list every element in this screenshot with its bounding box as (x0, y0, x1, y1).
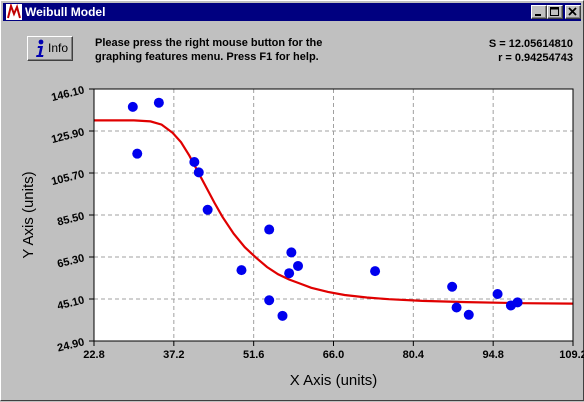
y-tick-label: 105.70 (50, 168, 86, 188)
x-tick-label: 22.8 (83, 349, 104, 361)
s-statistic: S = 12.05614810 (488, 38, 573, 50)
x-tick-label: 37.2 (163, 349, 184, 361)
minimize-icon (535, 14, 541, 16)
y-tick-label: 125.90 (50, 126, 86, 146)
data-point (293, 260, 304, 271)
fitted-curve (94, 119, 574, 305)
maximize-button[interactable] (547, 5, 563, 19)
data-point (264, 224, 275, 235)
info-button[interactable]: Info (27, 36, 73, 61)
close-icon (568, 7, 577, 16)
data-point (284, 268, 295, 279)
data-point (451, 302, 462, 313)
y-tick-label: 24.90 (56, 336, 86, 354)
x-tick-label: 66.0 (323, 349, 344, 361)
data-point (264, 295, 275, 306)
data-point (202, 204, 213, 215)
data-point (153, 97, 164, 108)
x-tick-label: 109.2 (559, 349, 584, 361)
y-tick-label: 45.10 (56, 294, 86, 312)
data-point (193, 167, 204, 178)
x-axis-title: X Axis (units) (290, 372, 378, 389)
x-tick-label: 80.4 (403, 349, 425, 361)
help-message: Please press the right mouse button for … (95, 37, 323, 63)
data-point (189, 156, 200, 167)
y-tick-label: 146.10 (50, 84, 86, 104)
y-tick-label: 65.30 (56, 252, 86, 270)
data-point (370, 266, 381, 277)
data-point (236, 265, 247, 276)
r-statistic: r = 0.94254743 (498, 52, 573, 64)
data-point (463, 309, 474, 320)
x-tick-label: 51.6 (243, 349, 264, 361)
title-bar[interactable]: Weibull Model (3, 3, 581, 21)
maximize-icon (550, 7, 559, 16)
data-point (492, 289, 503, 300)
data-point (286, 247, 297, 258)
x-tick-label: 94.8 (482, 349, 503, 361)
app-icon[interactable] (6, 4, 22, 20)
info-button-label: Info (48, 41, 69, 55)
data-point (447, 281, 458, 292)
info-icon (36, 39, 44, 57)
data-point (132, 148, 143, 159)
data-point (127, 101, 138, 112)
data-point (277, 310, 288, 321)
y-axis-title: Y Axis (units) (20, 171, 37, 258)
y-tick-label: 85.50 (56, 210, 86, 228)
close-button[interactable] (565, 5, 581, 19)
window-title: Weibull Model (25, 5, 106, 19)
minimize-button[interactable] (531, 5, 547, 19)
data-point (512, 297, 523, 308)
